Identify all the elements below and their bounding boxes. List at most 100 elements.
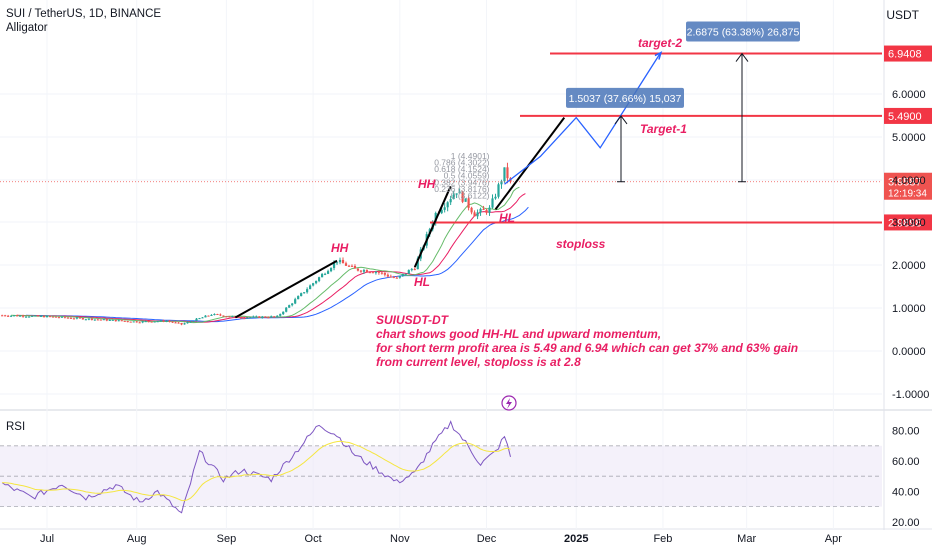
trend-line [234, 259, 338, 319]
price-tick-label: 0.0000 [892, 346, 926, 358]
candle-body [300, 293, 303, 297]
fib-level-label: 0.5 (4.0559) [444, 171, 490, 181]
candle-body [222, 315, 225, 317]
candle-body [21, 315, 25, 317]
candle-body [129, 321, 132, 323]
rsi-label[interactable]: RSI [6, 421, 26, 433]
candle-body [117, 320, 120, 322]
candle-body [225, 316, 228, 318]
candle-body [81, 318, 84, 320]
candle-body [359, 270, 363, 272]
fib-level-label: 0.382 (3.9476) [434, 177, 489, 187]
hl-label-1: HL [414, 275, 430, 289]
candle-body [18, 315, 22, 317]
candle-body [374, 271, 377, 273]
fib-level-label: 0.236 (3.8176) [434, 184, 489, 194]
time-tick-label: Sep [217, 533, 237, 545]
candle-body [126, 321, 129, 323]
candle-body [111, 319, 114, 321]
projection-arrowhead [654, 51, 663, 60]
fib-level-label: 0 (3.6122) [451, 191, 490, 201]
candle-body [485, 209, 488, 213]
candle-body [503, 167, 506, 182]
candle-body [410, 269, 413, 271]
candle-body [347, 265, 351, 267]
price-tick-label: 4.0000 [892, 175, 926, 187]
time-tick-label: Mar [737, 533, 756, 545]
rsi-ma-line [2, 440, 511, 502]
trend-line [494, 117, 566, 210]
candle-body [156, 321, 159, 323]
rsi-lines [1, 420, 511, 514]
candle-body [144, 321, 147, 323]
level-price-value: 5.4900 [888, 111, 922, 123]
candle-body [42, 315, 46, 318]
candle-body [138, 322, 141, 324]
candle-body [440, 209, 443, 214]
candle-body [395, 277, 398, 279]
candle-body [344, 263, 348, 266]
candle-body [413, 269, 416, 271]
candle-body [276, 315, 279, 317]
candle-body [320, 274, 324, 278]
candle-body [54, 316, 58, 318]
candle-body [120, 320, 123, 322]
candle-body [135, 321, 138, 323]
candle-body [57, 317, 61, 319]
level-price-tag [884, 214, 932, 231]
candle-body [99, 319, 102, 321]
candle-body [306, 289, 309, 293]
candle-body [461, 191, 464, 202]
candle-body [249, 317, 252, 319]
time-tick-label: Jul [40, 533, 54, 545]
candle-body [392, 276, 395, 278]
hh-label-1: HH [331, 241, 349, 255]
drawings: 1.5037 (37.66%) 15,037 2.6875 (63.38%) 26… [234, 21, 800, 319]
candle-body [246, 317, 249, 319]
indicator-label[interactable]: Alligator [6, 22, 48, 34]
candle-body [297, 296, 300, 300]
fib-level-label: 0.786 (4.3022) [434, 158, 489, 168]
candle-body [335, 262, 339, 264]
candle-body [482, 208, 485, 210]
candle-body [1, 315, 4, 317]
candle-body [183, 323, 186, 325]
candle-body [147, 321, 150, 323]
candle-body [132, 321, 135, 323]
candle-body [473, 212, 476, 217]
candle-body [84, 319, 87, 321]
candle-body [380, 272, 383, 274]
candle-body [201, 317, 204, 319]
candle-body [174, 322, 177, 324]
symbol-title[interactable]: SUI / TetherUS, 1D, BINANCE [6, 8, 162, 20]
hh-label-2: HH [418, 177, 436, 191]
current-price-tag [884, 172, 932, 200]
candle-body [315, 280, 318, 284]
candle-body [150, 321, 153, 323]
candle-body [401, 273, 404, 276]
candle-body [192, 321, 195, 323]
grid [0, 0, 932, 530]
candle-body [13, 315, 16, 317]
candle-body [479, 208, 482, 213]
candle-body [362, 270, 366, 272]
time-tick-label: Aug [127, 533, 147, 545]
candle-body [329, 268, 333, 272]
note-line: chart shows good HH-HL and upward moment… [376, 327, 661, 341]
candle-body [356, 268, 360, 271]
candle-body [389, 276, 392, 278]
candle-body [60, 316, 64, 318]
fib-level-label: 0.618 (4.1524) [434, 164, 489, 174]
candle-body [455, 193, 458, 195]
price-axis[interactable]: 6.0000 5.0000 4.0000 3.0000 2.0000 1.0000 0.00… [892, 89, 929, 529]
time-axis[interactable]: Jul Aug Sep Oct Nov Dec 2025 Feb Mar Apr [40, 533, 842, 545]
measure-arrowhead [614, 115, 628, 125]
candle-body [267, 317, 270, 319]
rsi-tick-label: 60.00 [892, 456, 920, 468]
measure-label-box [686, 21, 800, 42]
candle-body [171, 321, 174, 323]
price-tick-label: 2.0000 [892, 260, 926, 272]
candle-body [353, 266, 357, 269]
alligator-lips [11, 186, 520, 324]
